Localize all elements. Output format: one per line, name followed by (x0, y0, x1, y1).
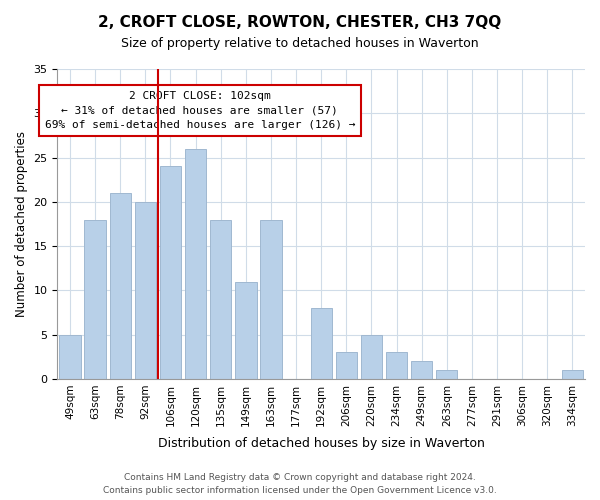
Bar (361, 334, 382, 379)
Y-axis label: Number of detached properties: Number of detached properties (15, 131, 28, 317)
Bar (110, 193, 131, 379)
Bar (311, 308, 332, 379)
Bar (260, 220, 281, 379)
Bar (134, 202, 156, 379)
X-axis label: Distribution of detached houses by size in Waverton: Distribution of detached houses by size … (158, 437, 485, 450)
Bar (85, 220, 106, 379)
Bar (185, 148, 206, 379)
Bar (386, 352, 407, 379)
Text: Size of property relative to detached houses in Waverton: Size of property relative to detached ho… (121, 38, 479, 51)
Bar (411, 361, 433, 379)
Bar (562, 370, 583, 379)
Bar (160, 166, 181, 379)
Text: 2, CROFT CLOSE, ROWTON, CHESTER, CH3 7QQ: 2, CROFT CLOSE, ROWTON, CHESTER, CH3 7QQ (98, 15, 502, 30)
Bar (210, 220, 232, 379)
Bar (235, 282, 257, 379)
Text: Contains HM Land Registry data © Crown copyright and database right 2024.
Contai: Contains HM Land Registry data © Crown c… (103, 474, 497, 495)
Bar (436, 370, 457, 379)
Bar (335, 352, 357, 379)
Bar (59, 334, 80, 379)
Text: 2 CROFT CLOSE: 102sqm
← 31% of detached houses are smaller (57)
69% of semi-deta: 2 CROFT CLOSE: 102sqm ← 31% of detached … (44, 90, 355, 130)
